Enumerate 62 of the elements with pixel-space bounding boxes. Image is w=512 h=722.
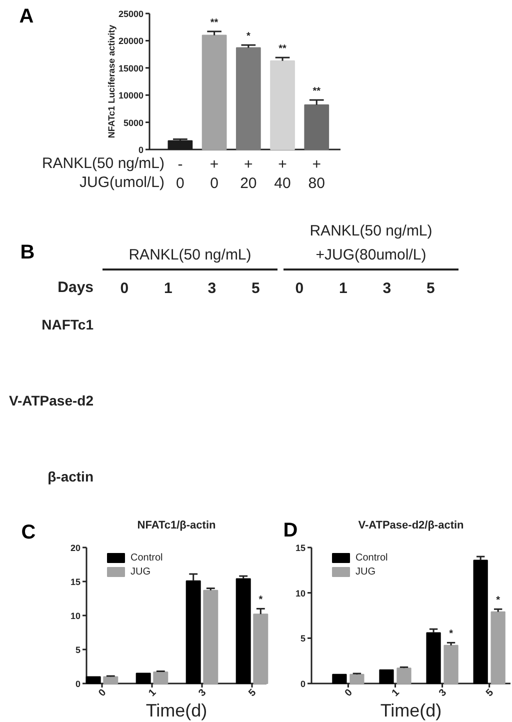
x-tick-label: 0 <box>96 687 109 700</box>
y-tick-label: 0 <box>300 679 306 689</box>
category-label: β-actin <box>48 468 94 484</box>
category-label: 3 <box>208 280 216 297</box>
y-tick-label: 15000 <box>118 63 144 74</box>
text: D <box>283 520 298 542</box>
y-tick-label: 10 <box>70 611 81 621</box>
x-tick-label: 1 <box>146 687 159 700</box>
category-label: 5 <box>426 280 435 297</box>
chart-title: NFATc1/β-actin <box>137 520 216 532</box>
chart-title: V-ATPase-d2/β-actin <box>358 520 464 532</box>
y-tick-label: 10000 <box>118 90 144 101</box>
text: RANKL(50 ng/mL) <box>42 155 165 172</box>
text: JUG(umol/L) <box>79 174 165 191</box>
x-tick-label: + 40 <box>274 156 291 192</box>
legend-label: JUG <box>130 566 151 578</box>
category-label: NAFTc1 <box>42 316 94 332</box>
y-tick-label: 5000 <box>123 118 144 128</box>
text: Days <box>58 279 94 296</box>
y-tick-label: 10 <box>295 588 306 598</box>
annotation: * <box>449 628 454 640</box>
x-axis-title: Time(d) <box>146 700 208 720</box>
text: B <box>20 242 35 264</box>
y-tick-label: 5 <box>300 634 306 644</box>
legend-label: JUG <box>356 566 376 578</box>
x-tick-label: + 80 <box>308 156 325 192</box>
annotation: * <box>496 595 500 606</box>
y-axis-title: NFATc1 Luciferase activity <box>106 24 116 138</box>
text: C <box>21 522 36 544</box>
annotation: * <box>246 31 250 42</box>
category-label: 1 <box>338 280 348 297</box>
y-tick-label: 20 <box>70 543 81 553</box>
annotation: ** <box>210 17 218 28</box>
x-tick-label: 3 <box>437 687 450 700</box>
text: A <box>19 6 34 28</box>
y-tick-label: 20000 <box>118 36 144 46</box>
text: RANKL(50 ng/mL) +JUG(80umol/L) <box>310 222 432 264</box>
y-tick-label: 15 <box>70 577 81 587</box>
y-tick-label: 0 <box>138 145 144 155</box>
x-tick-label: + 0 <box>210 156 219 192</box>
x-axis-title: Time(d) <box>380 700 442 720</box>
annotation: ** <box>278 44 287 55</box>
y-tick-label: 5 <box>75 645 81 655</box>
legend-label: Control <box>356 552 388 564</box>
x-tick-label: 5 <box>246 687 259 700</box>
x-tick-label: + 20 <box>240 156 257 192</box>
category-label: 1 <box>164 280 172 297</box>
x-tick-label: - 0 <box>176 156 184 192</box>
annotation: ** <box>312 86 321 97</box>
x-tick-label: 5 <box>484 687 496 700</box>
x-tick-label: 0 <box>343 687 356 700</box>
x-tick-label: 1 <box>390 687 402 700</box>
x-tick-label: 3 <box>196 687 209 700</box>
y-tick-label: 25000 <box>118 9 144 19</box>
legend-label: Control <box>130 552 163 564</box>
category-label: 5 <box>251 280 260 297</box>
category-label: V-ATPase-d2 <box>8 392 94 408</box>
y-tick-label: 15 <box>295 543 306 553</box>
category-label: 3 <box>382 280 392 297</box>
annotation: * <box>258 594 263 606</box>
y-tick-label: 0 <box>75 679 81 689</box>
text: RANKL(50 ng/mL) <box>128 246 252 264</box>
